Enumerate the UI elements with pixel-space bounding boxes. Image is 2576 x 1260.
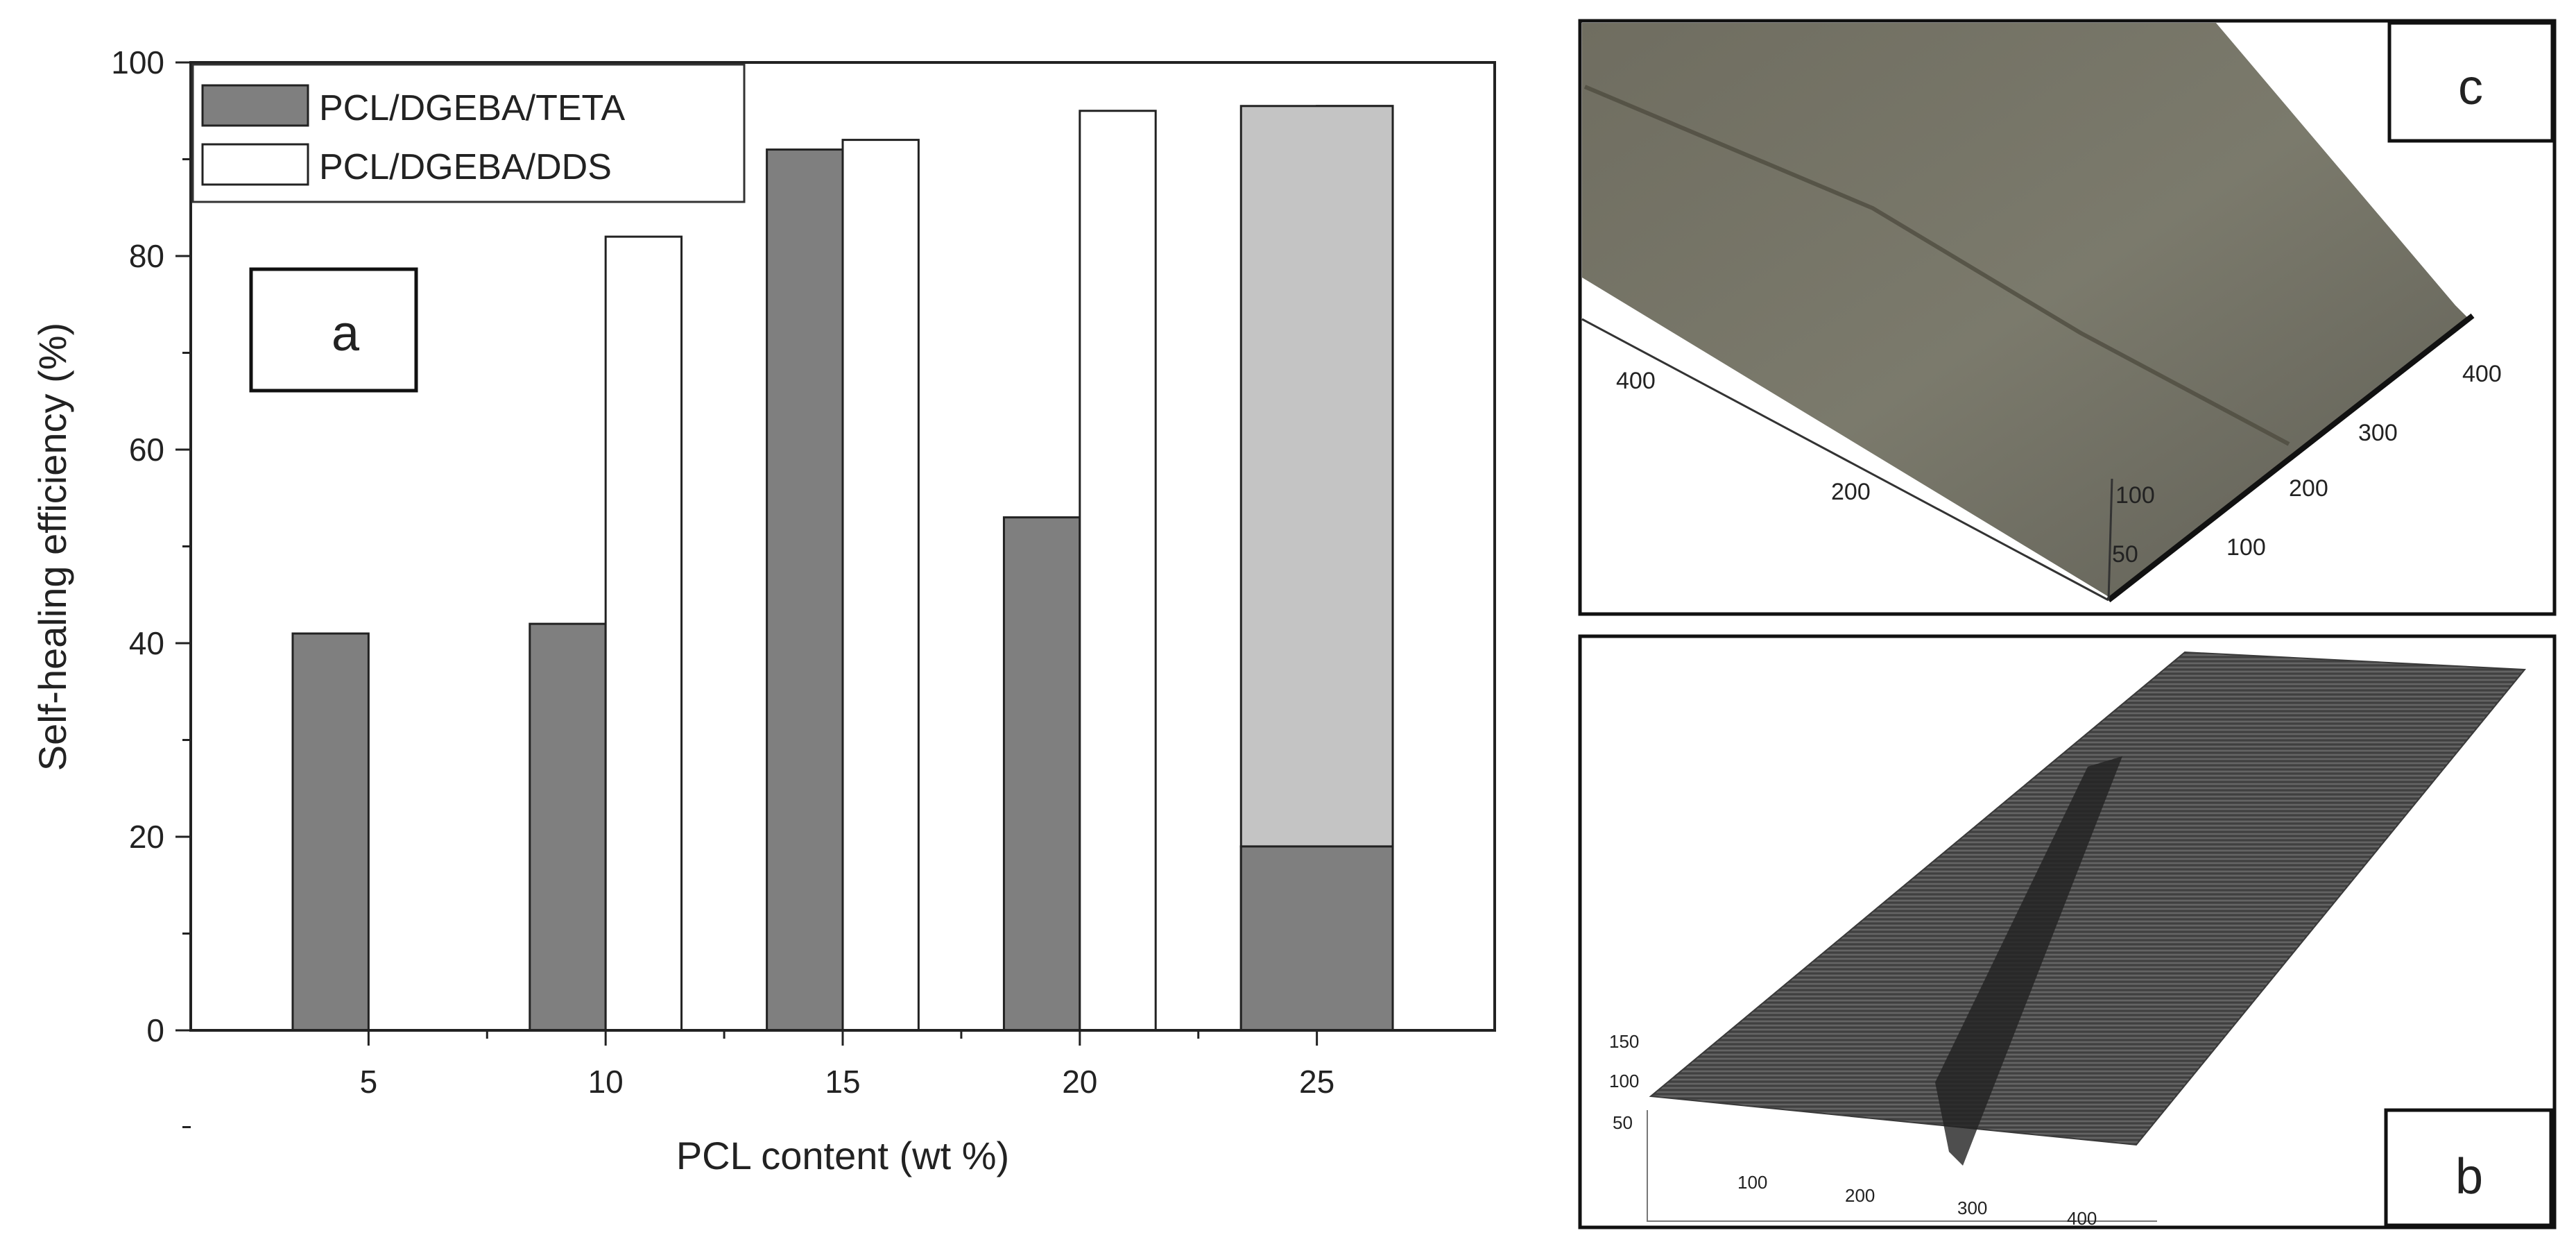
panel-b-base-edge	[1647, 1110, 2157, 1222]
bar-teta-25-stack	[1239, 845, 1394, 1032]
legend: PCL/DGEBA/TETA PCL/DGEBA/DDS	[191, 63, 746, 203]
legend-swatch-teta	[201, 84, 309, 127]
y-axis-ticks: 0 20 40 60 80 100	[111, 44, 191, 1128]
panel-b-letter-box: b	[2384, 1108, 2553, 1227]
panel-b-letter: b	[2455, 1149, 2483, 1204]
y-tick-label: 40	[129, 625, 164, 661]
legend-label-dds: PCL/DGEBA/DDS	[319, 147, 612, 187]
panel-b-axis-label: 300	[1957, 1198, 1987, 1218]
panel-c-letter: c	[2458, 60, 2483, 115]
panel-c-axis-label: 50	[2112, 541, 2138, 568]
y-tick-label: 0	[146, 1012, 164, 1048]
x-tick-label: 25	[1299, 1064, 1334, 1100]
x-axis-ticks: 5 10 15 20 25	[360, 1030, 1334, 1100]
x-tick-label: 5	[360, 1064, 378, 1100]
panel-b-surface: 150 100 50 100 200 300 400 b	[1578, 634, 2557, 1229]
panel-c-z-axis	[2107, 478, 2113, 601]
panel-b-groove	[1935, 756, 2122, 1166]
panel-c-axis-label: 300	[2358, 420, 2398, 446]
bar-dds-15	[841, 139, 920, 1032]
y-tick-label: 20	[129, 819, 164, 855]
panel-c-axis-label: 400	[2462, 361, 2502, 387]
panel-c-axis-label: 200	[2289, 475, 2328, 502]
panel-a-chart: 0 20 40 60 80 100 5 10 15 20 25 Self-healing effi…	[31, 44, 1496, 1177]
panel-b-axis-label: 200	[1845, 1185, 1875, 1206]
panel-b-axis-label: 100	[1737, 1172, 1767, 1193]
panel-c-surface: 400 200 100 50 100 200 300 400 c	[1578, 19, 2557, 616]
y-axis-title: Self-healing efficiency (%)	[31, 323, 74, 771]
panel-b-axis-label: 50	[1613, 1112, 1633, 1133]
legend-label-teta: PCL/DGEBA/TETA	[319, 88, 625, 128]
panel-c-letter-box: c	[2387, 21, 2554, 143]
x-tick-label: 10	[588, 1064, 624, 1100]
panel-b-axis-label: 100	[1609, 1071, 1639, 1091]
panel-c-base-edge-left	[1581, 318, 2109, 602]
panel-a-letter: a	[332, 306, 360, 361]
y-tick-label: 80	[129, 238, 164, 274]
panel-c-groove-line	[1583, 85, 2290, 446]
legend-swatch-dds	[201, 143, 309, 186]
y-tick-label: 100	[111, 44, 164, 80]
x-axis-title: PCL content (wt %)	[676, 1134, 1009, 1177]
panel-c-axis-label: 100	[2226, 534, 2266, 561]
panel-c-axis-label: 200	[1831, 479, 1871, 505]
bar-teta-15	[766, 148, 844, 1032]
x-tick-label: 20	[1062, 1064, 1097, 1100]
panel-c-axis-label: 100	[2115, 482, 2155, 509]
bar-dds-10	[604, 235, 683, 1032]
bar-teta-5	[291, 632, 370, 1032]
y-tick-label: 60	[129, 432, 164, 468]
panel-c-base-edge-right	[2106, 313, 2475, 603]
panel-a-letter-box: a	[249, 267, 418, 393]
panel-b-axis-label: 150	[1609, 1031, 1639, 1052]
bar-teta-20	[1002, 516, 1081, 1032]
panel-c-surface-plane	[1582, 23, 2469, 597]
bar-teta-10	[529, 622, 607, 1032]
bar-dds-20	[1079, 110, 1157, 1032]
bars-layer	[291, 105, 1394, 1032]
panel-c-axis-label: 400	[1616, 368, 1656, 394]
bar-overlay-25	[1239, 105, 1394, 848]
panel-b-axis-label: 400	[2067, 1208, 2097, 1229]
x-tick-label: 15	[825, 1064, 860, 1100]
